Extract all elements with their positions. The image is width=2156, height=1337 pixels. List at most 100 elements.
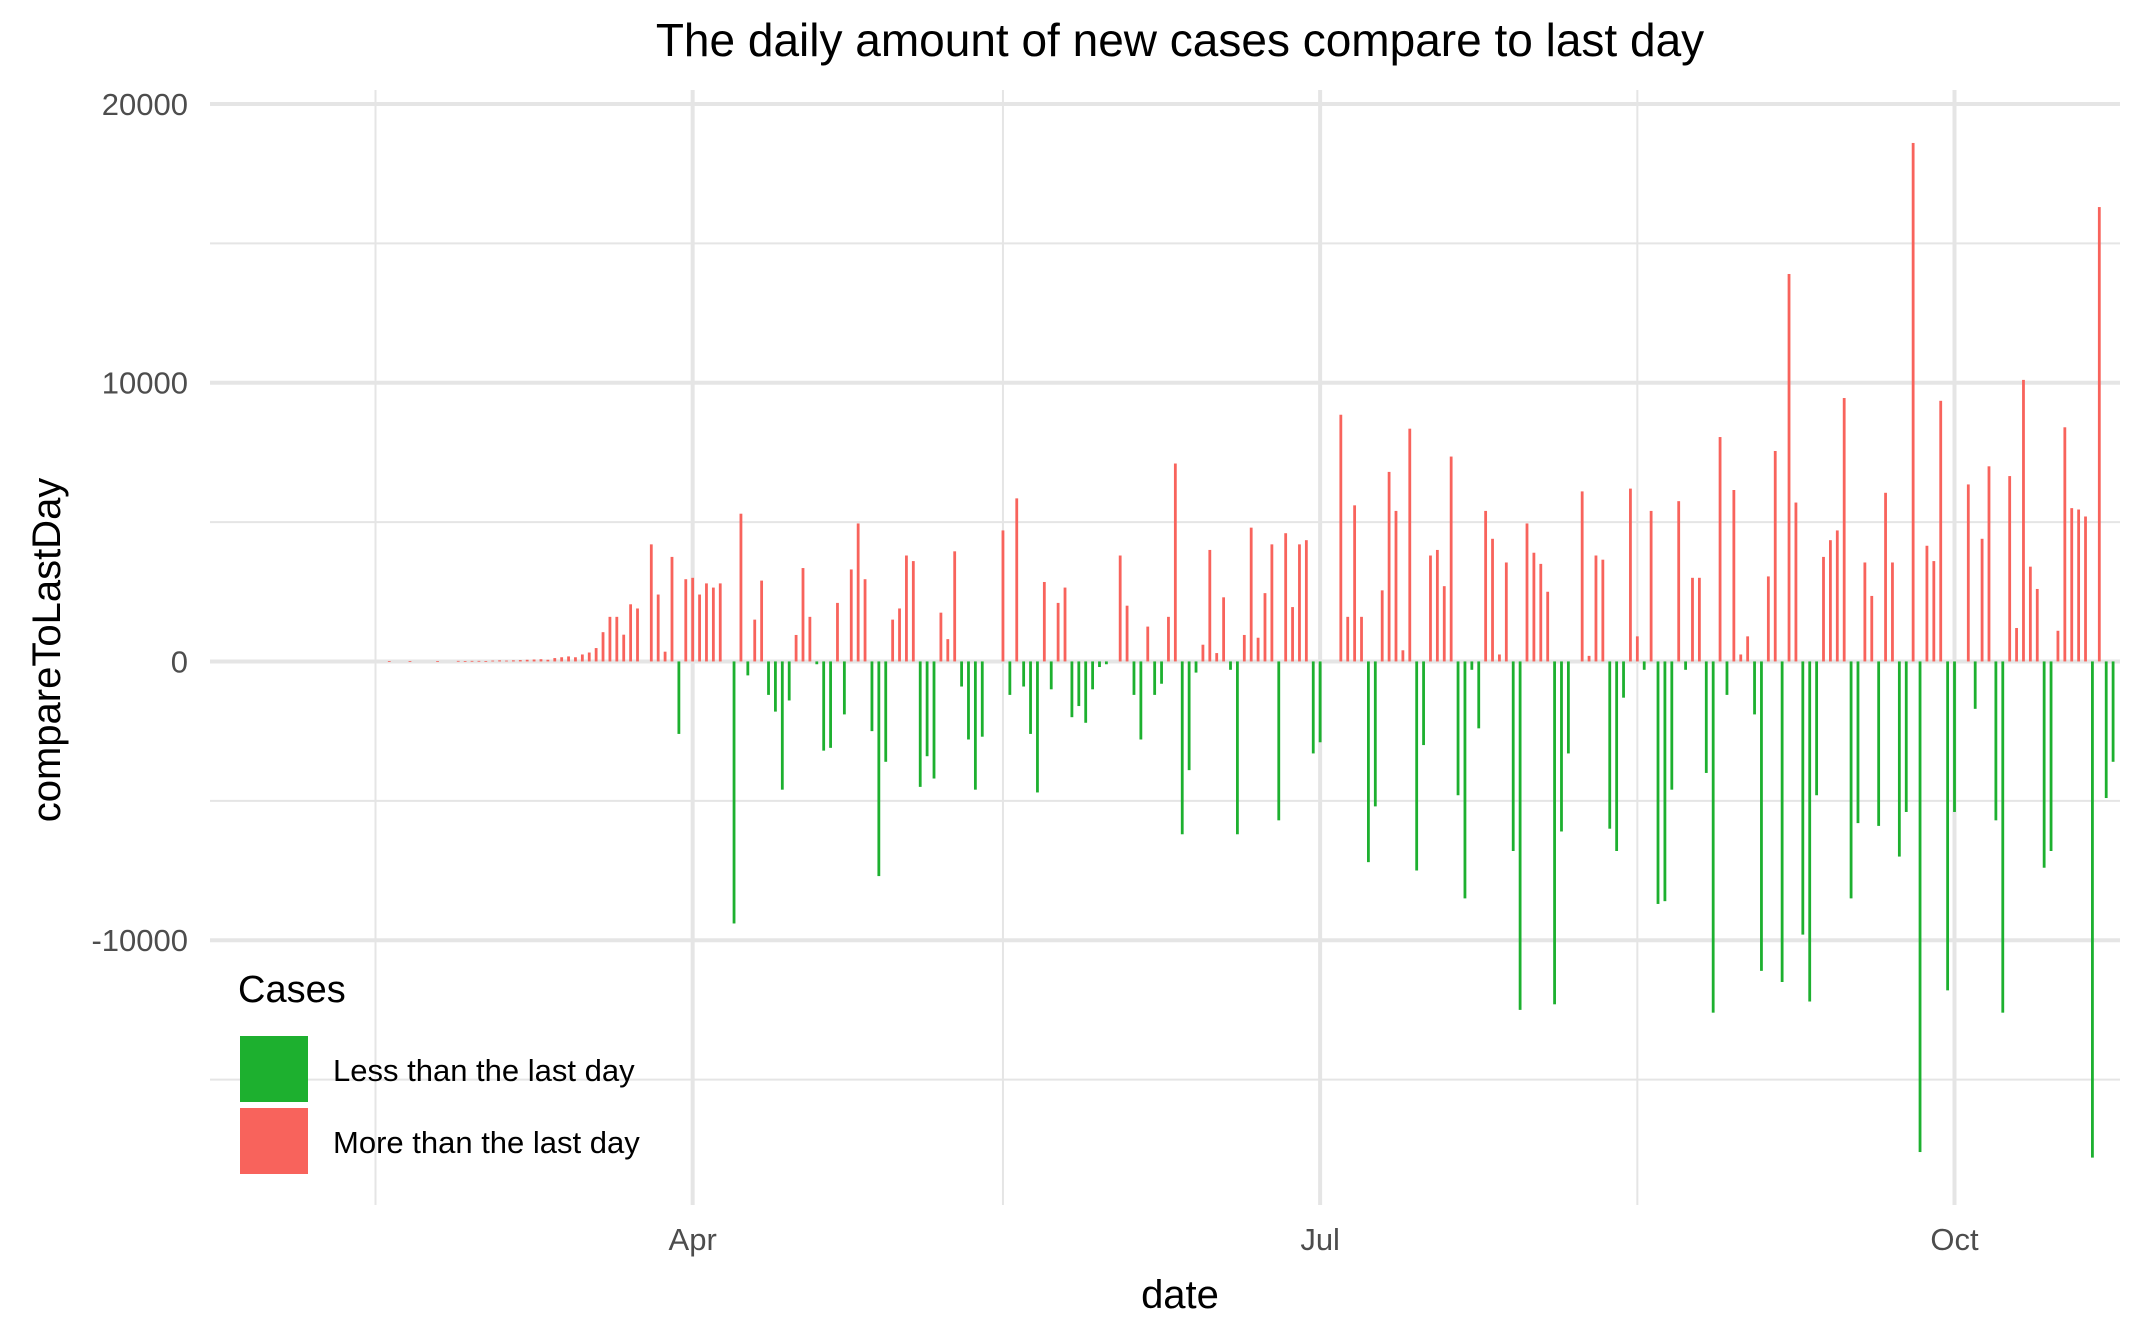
bar-more [553, 658, 557, 662]
bar-more [1339, 414, 1343, 662]
bar-more [1718, 437, 1722, 662]
bar-less [1029, 661, 1032, 734]
bar-more [1401, 650, 1405, 662]
bar-more [629, 604, 633, 662]
bar-more [863, 579, 867, 662]
bar-less [884, 661, 888, 762]
bar-more [1987, 466, 1991, 662]
bar-more [801, 568, 805, 662]
bar-more [1822, 556, 1825, 662]
bar-more [1442, 586, 1446, 662]
bar-less [925, 661, 929, 757]
bar-less [1608, 661, 1612, 829]
bar-more [567, 656, 570, 662]
bar-less [787, 661, 791, 701]
bar-more [1394, 510, 1398, 662]
bar-more [546, 659, 550, 662]
bar-less [822, 661, 826, 751]
bar-less [1642, 661, 1646, 670]
bar-more [718, 583, 722, 662]
bar-less [1808, 661, 1812, 1002]
bars-layer [387, 142, 2115, 1158]
bar-less [842, 661, 846, 715]
bar-more [2022, 379, 2025, 662]
bar-more [698, 594, 701, 662]
bar-less [1077, 661, 1081, 707]
bar-more [849, 569, 853, 662]
bar-more [760, 580, 764, 662]
bar-less [767, 661, 770, 695]
bar-more [491, 660, 495, 662]
bar-less [1801, 661, 1805, 935]
bar-more [1911, 142, 1915, 662]
bar-less [1704, 661, 1708, 773]
bar-more [739, 513, 743, 662]
bar-more [408, 661, 412, 662]
bar-less [2049, 661, 2053, 851]
bar-more [1532, 552, 1536, 662]
bar-more [1173, 463, 1177, 662]
bar-more [2035, 588, 2039, 662]
bar-less [1132, 661, 1136, 695]
bar-less [1415, 661, 1419, 871]
x-axis-label: date [1141, 1273, 1219, 1317]
bar-less [1953, 661, 1956, 812]
bar-less [1553, 661, 1556, 1005]
bar-more [2015, 627, 2018, 662]
bar-more [574, 657, 577, 662]
bar-less [1091, 661, 1094, 690]
bar-less [1973, 661, 1977, 709]
bar-less [746, 661, 750, 676]
bar-more [1504, 562, 1508, 662]
bar-more [1649, 510, 1653, 662]
bar-more [1580, 491, 1584, 662]
bar-more [1353, 505, 1357, 662]
bar-more [1870, 595, 1874, 662]
bar-more [532, 659, 536, 662]
bar-less [1187, 661, 1191, 771]
bar-more [1829, 540, 1832, 662]
bar-more [670, 556, 674, 662]
bar-more [1635, 636, 1639, 662]
bar-more [1215, 653, 1219, 662]
bar-more [1980, 538, 1984, 662]
bar-less [1856, 661, 1860, 824]
bar-less [2001, 661, 2005, 1013]
bar-more [1732, 490, 1736, 662]
bar-more [1270, 544, 1274, 662]
bar-less [1104, 661, 1108, 665]
bar-more [463, 661, 467, 662]
bar-more [539, 659, 543, 662]
bar-more [622, 634, 626, 662]
bar-more [856, 523, 860, 662]
bar-more [911, 561, 915, 662]
bar-more [608, 616, 612, 662]
bar-more [663, 651, 667, 662]
bar-more [525, 659, 529, 662]
bar-less [1518, 661, 1522, 1010]
bar-less [980, 661, 984, 737]
bar-less [1098, 661, 1101, 668]
bar-more [953, 551, 957, 662]
bar-less [1367, 661, 1370, 863]
bar-less [1194, 661, 1198, 673]
bar-less [1160, 661, 1163, 684]
bar-less [2104, 661, 2108, 799]
bar-more [1863, 562, 1867, 662]
bar-less [2111, 661, 2115, 762]
bar-less [1663, 661, 1667, 902]
bar-more [484, 661, 488, 662]
bar-less [1139, 661, 1143, 740]
bar-more [753, 619, 757, 662]
bar-more [580, 654, 584, 662]
x-tick-label: Apr [669, 1222, 717, 1257]
bar-less [780, 661, 784, 790]
x-tick-label: Oct [1930, 1222, 1979, 1257]
legend-swatch-less [240, 1036, 308, 1102]
bar-less [932, 661, 936, 779]
bar-more [594, 648, 598, 662]
bar-more [518, 660, 522, 662]
bar-more [1546, 591, 1550, 662]
bar-less [1566, 661, 1570, 754]
